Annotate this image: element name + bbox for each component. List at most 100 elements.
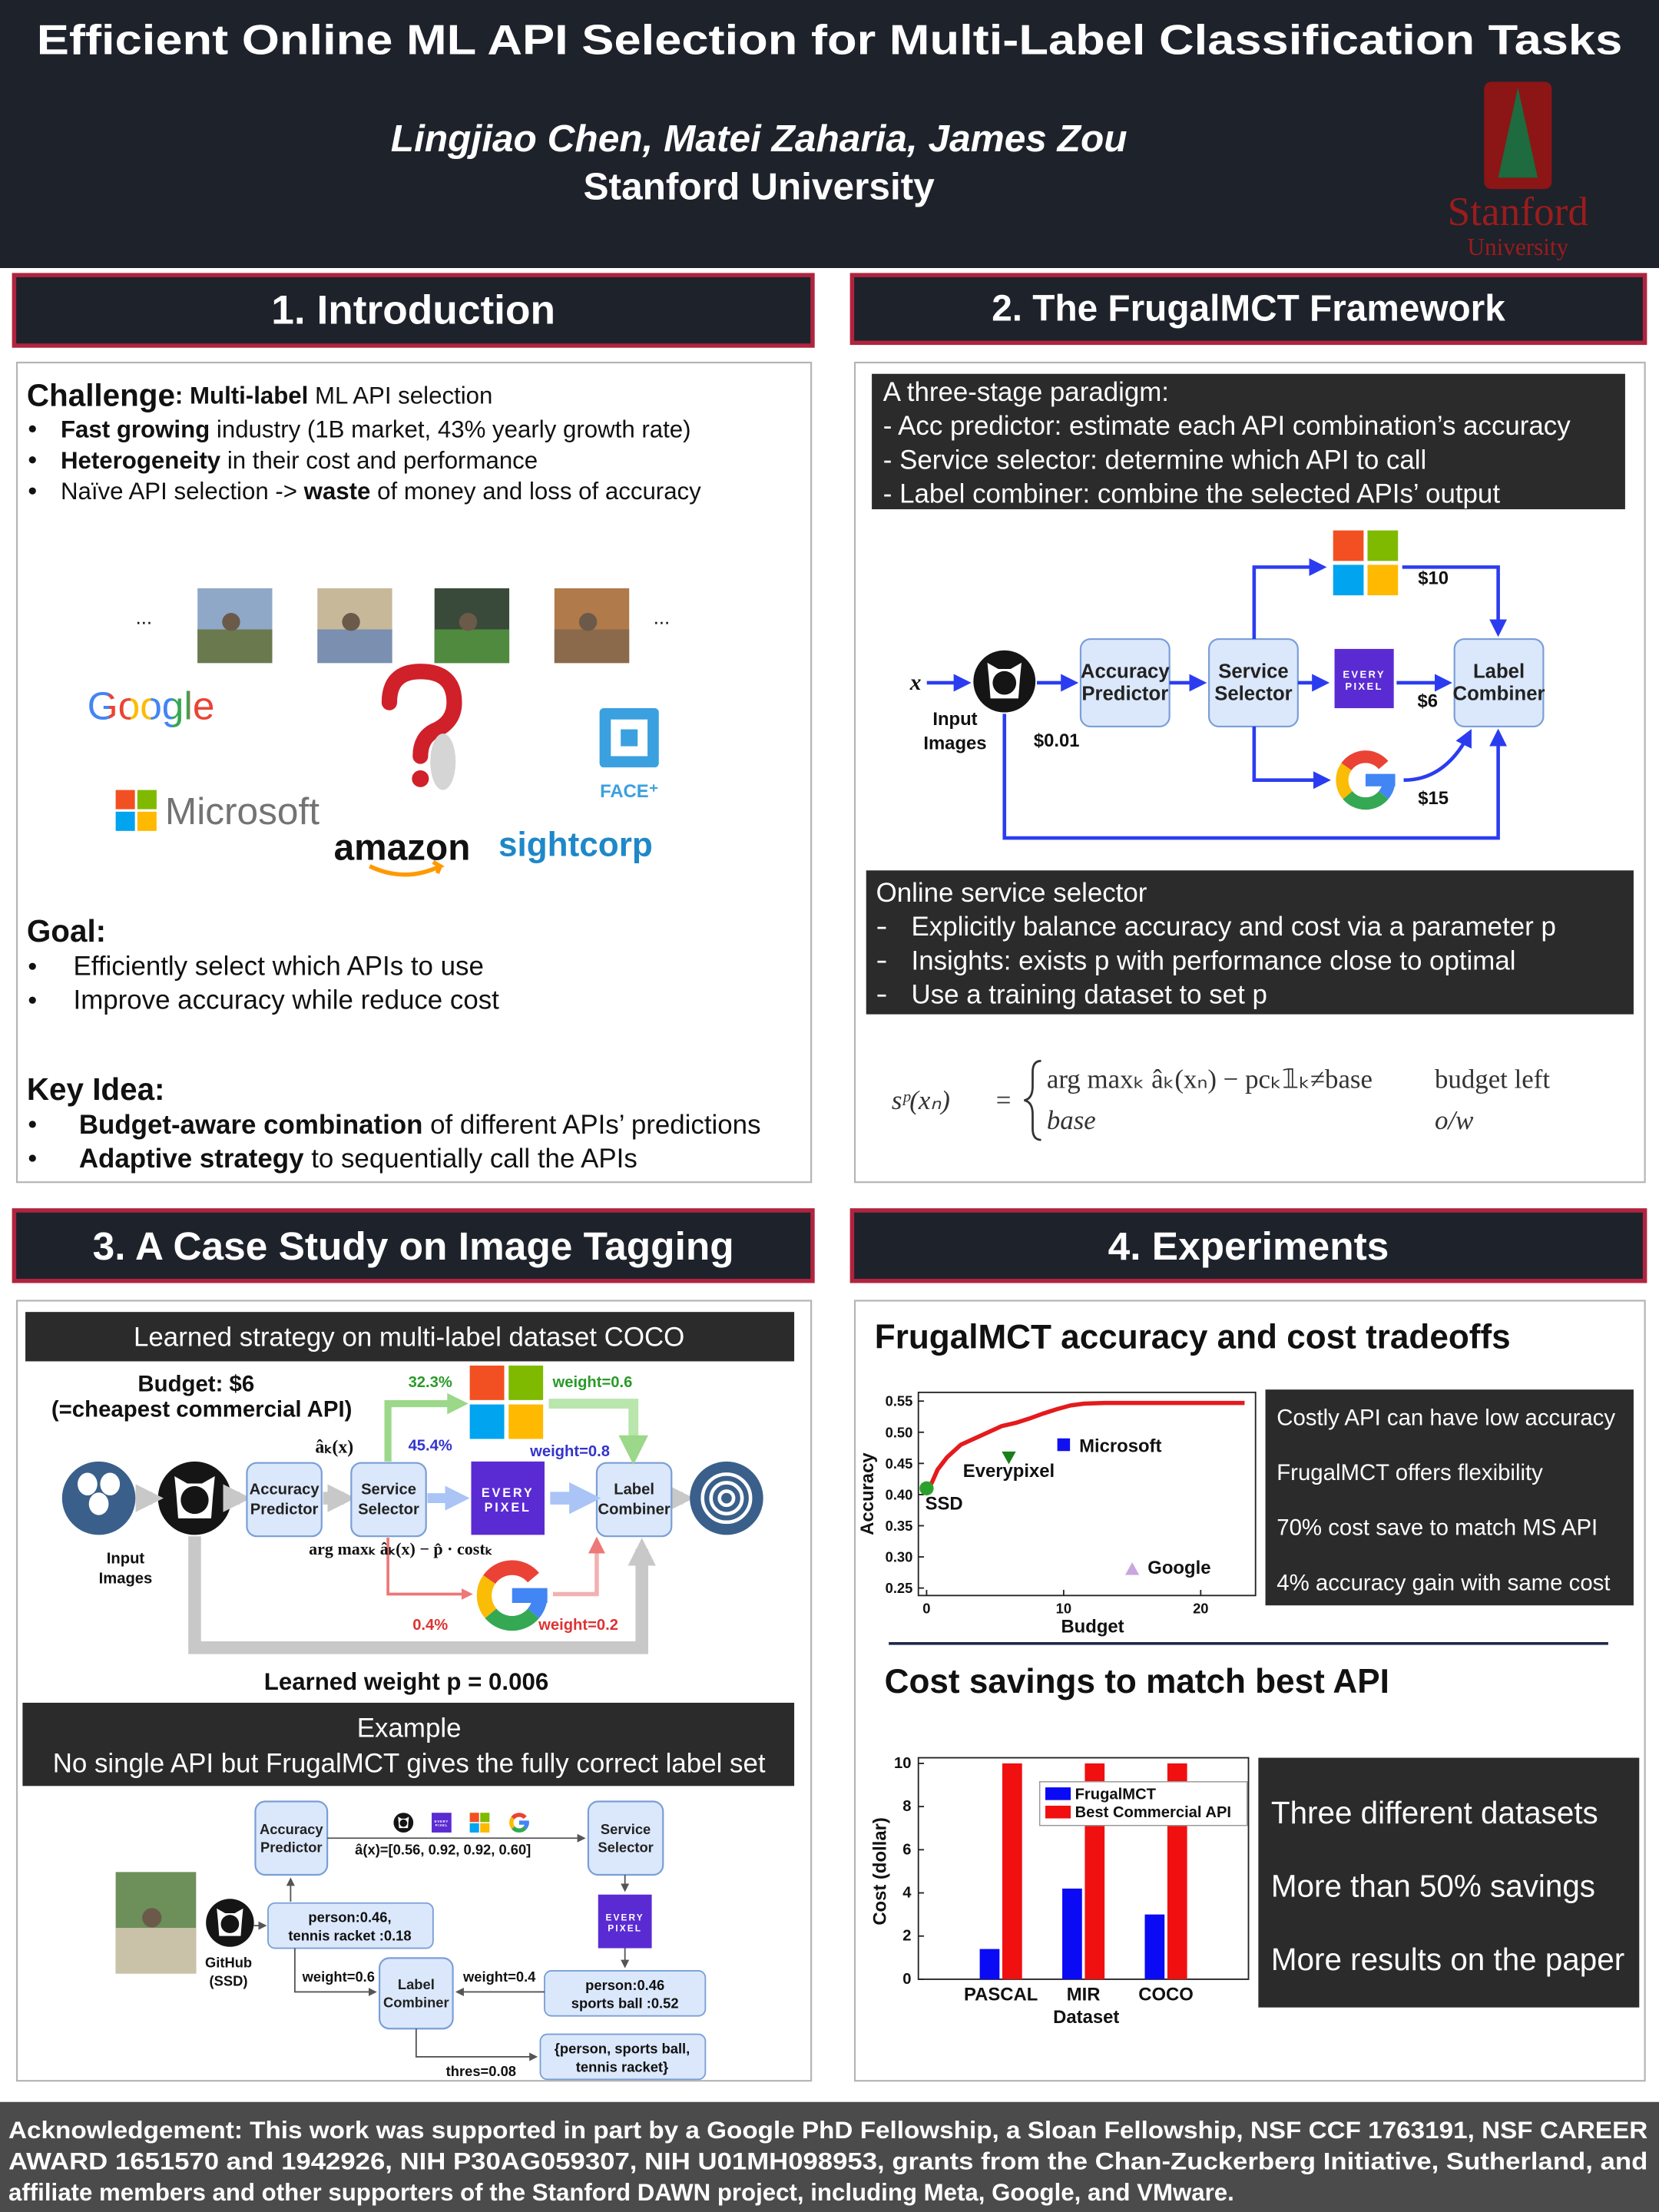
input-label: Input (107, 1551, 145, 1568)
box-label: Selector (598, 1839, 653, 1856)
threshold-label: thres=0.08 (446, 2063, 516, 2079)
text-run: of money and loss of accuracy (370, 478, 701, 505)
text-run: Naïve API selection -> (61, 478, 304, 505)
formula-lhs: sᵖ(xₙ) (892, 1085, 950, 1115)
result-label: {person, sports ball, (555, 2040, 690, 2056)
x-tick-label: MIR (1067, 1985, 1101, 2005)
paradigm-box (872, 373, 1625, 510)
microsoft-tile (1367, 565, 1399, 596)
input-symbol: x (909, 671, 922, 695)
section-heading-bg (849, 273, 1647, 346)
diagram-box (350, 1462, 427, 1538)
challenge-bullet: Heterogeneity in their cost and performa… (61, 446, 538, 473)
section-heading: 4. Experiments (1108, 1224, 1389, 1268)
everypixel-logo (471, 1461, 545, 1535)
note: More than 50% savings (1271, 1869, 1595, 1904)
everypixel-text: EVERY (606, 1912, 644, 1923)
box-label: Label (614, 1482, 654, 1498)
everypixel-text: EVERY (435, 1820, 449, 1823)
microsoft-tile (115, 790, 135, 810)
faceplus-core (621, 729, 638, 747)
paradigm-line: A three-stage paradigm: (883, 377, 1169, 407)
arrow (548, 1399, 648, 1465)
online-title: Online service selector (876, 878, 1147, 908)
point-label: Microsoft (1079, 1435, 1161, 1456)
bullet (28, 996, 36, 1004)
bullet (28, 1154, 36, 1162)
bar (1062, 1888, 1082, 1979)
database-cylinder (100, 1472, 121, 1495)
microsoft-tile (469, 1823, 479, 1833)
google-arc (1341, 750, 1389, 771)
api-weight: weight=0.8 (529, 1443, 610, 1460)
output-box (267, 1902, 434, 1949)
key-idea-bullet: Budget-aware combination of different AP… (79, 1109, 761, 1139)
amazon-logo: amazon (334, 827, 471, 868)
bold-text: Adaptive strategy (79, 1143, 304, 1173)
arrow (1002, 714, 1508, 840)
box-label: Selector (1214, 684, 1292, 705)
bold-text: Challenge (27, 377, 175, 412)
logo-word: Stanford (1448, 189, 1588, 234)
example-title: Example (357, 1714, 462, 1743)
point (919, 1481, 934, 1495)
question-figure (430, 733, 456, 790)
microsoft-tile (1333, 530, 1364, 561)
formula-cond: o/w (1435, 1105, 1473, 1135)
google-arc (1336, 763, 1353, 800)
text-run: industry (1B market, 43% yearly growth r… (210, 416, 690, 442)
x-tick-label: PASCAL (964, 1985, 1038, 2005)
text-run: to sequentially call the APIs (304, 1143, 637, 1173)
banner (25, 1312, 795, 1362)
paradigm-line: - Service selector: determine which API … (883, 445, 1426, 475)
bullet (28, 487, 36, 495)
photo-figure (459, 613, 478, 631)
y-tick-label: 0.35 (886, 1518, 913, 1534)
microsoft-tile (115, 811, 135, 831)
brace (1024, 1059, 1041, 1141)
box-label: Service (1218, 661, 1288, 682)
cost-label: $15 (1418, 788, 1449, 809)
target-icon (690, 1461, 763, 1535)
microsoft-tile (1333, 565, 1364, 596)
box-label: Combiner (1453, 684, 1545, 705)
microsoft-tile (508, 1404, 544, 1439)
challenge-bullet: Naïve API selection -> waste of money an… (61, 478, 701, 505)
note: Costly API can have low accuracy (1277, 1405, 1615, 1430)
output-box (544, 1970, 707, 2017)
ellipsis: ... (136, 607, 152, 628)
database-cylinder (78, 1472, 98, 1495)
bar (1144, 1914, 1165, 1979)
api-accuracy: 45.4% (409, 1438, 452, 1455)
microsoft-tile (1367, 530, 1399, 561)
box-label: Service (361, 1482, 416, 1498)
target-ring (700, 1472, 753, 1525)
api-accuracy: 32.3% (409, 1374, 452, 1391)
arrow (1403, 729, 1472, 783)
point (1124, 1562, 1140, 1575)
arrow (188, 1536, 656, 1654)
output-label: person:0.46 (585, 1977, 664, 1993)
panel (15, 361, 813, 1184)
output-label: person:0.46, (308, 1909, 391, 1926)
legend-label: Best Commercial API (1075, 1804, 1231, 1821)
microsoft-tile (137, 790, 157, 810)
cost-label: $6 (1418, 690, 1439, 711)
dash (877, 960, 886, 963)
note: 70% cost save to match MS API (1277, 1515, 1598, 1541)
selection-rule: arg maxₖ âₖ(x) − p̂ · costₖ (309, 1539, 493, 1558)
goal-bullet: Improve accuracy while reduce cost (74, 985, 500, 1015)
microsoft-tile (469, 1813, 479, 1823)
acknowledgement: Acknowledgement: This work was supported… (8, 2117, 1647, 2144)
microsoft-tile (469, 1404, 505, 1439)
bullet (28, 1121, 36, 1128)
google-arc (485, 1608, 539, 1631)
result-label: tennis racket} (576, 2058, 668, 2075)
chart-title: FrugalMCT accuracy and cost tradeoffs (875, 1319, 1511, 1356)
box-label: Accuracy (250, 1482, 320, 1498)
photo-ground (317, 629, 392, 664)
microsoft-tile (480, 1823, 490, 1833)
diagram-box (587, 1800, 664, 1876)
